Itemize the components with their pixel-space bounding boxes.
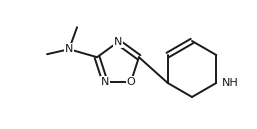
Text: NH: NH <box>222 78 239 88</box>
Text: N: N <box>114 37 122 47</box>
Text: N: N <box>65 44 73 54</box>
Text: N: N <box>101 77 109 87</box>
Text: O: O <box>126 77 135 87</box>
